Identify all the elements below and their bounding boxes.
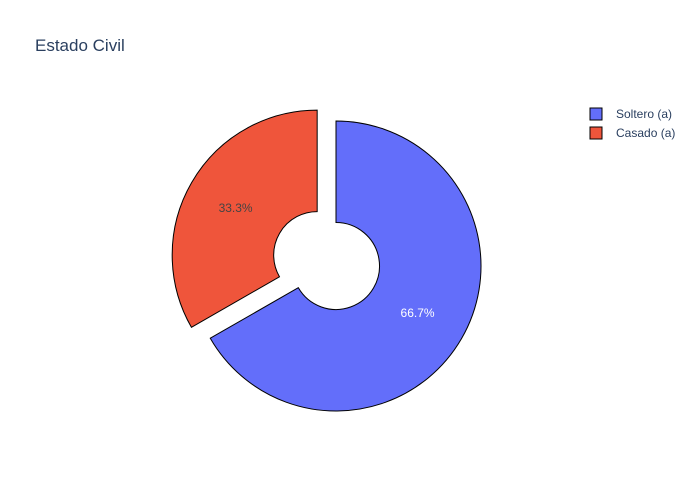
legend-item-casado[interactable]: Casado (a) [589,126,675,140]
slice-percent-label: 33.3% [219,201,253,215]
legend-swatch [589,126,603,140]
pie-slice-casado[interactable] [171,109,318,329]
legend-item-soltero[interactable]: Soltero (a) [589,107,672,121]
legend-swatch [589,107,603,121]
slice-labels-layer: 66.7% 33.3% [219,201,435,320]
slices-layer [171,109,482,412]
legend-label: Casado (a) [616,126,675,140]
legend[interactable]: Soltero (a) Casado (a) [589,107,675,140]
chart-title: Estado Civil [35,36,125,55]
slice-percent-label: 66.7% [401,306,435,320]
legend-label: Soltero (a) [616,107,672,121]
pie-slice-soltero[interactable] [209,120,482,412]
